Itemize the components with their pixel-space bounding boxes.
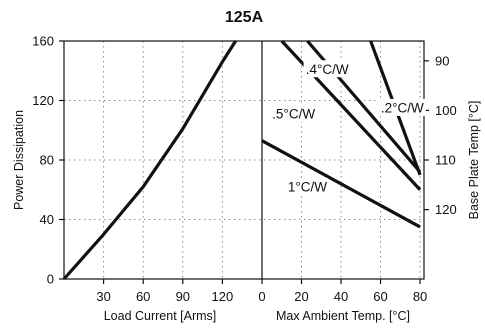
y-tick-label: 80 <box>40 153 54 168</box>
curve-label: .5°C/W <box>272 106 315 121</box>
chart-frame <box>59 40 429 284</box>
y-tick-label: 40 <box>40 212 54 227</box>
x-tick-label-right: 20 <box>294 289 308 304</box>
thermal-resistance-line <box>261 139 421 229</box>
curve-label: .2°C/W <box>381 100 424 115</box>
x-tick-label-right: 0 <box>258 289 265 304</box>
y-tick-label: 0 <box>47 272 54 287</box>
x-axis-title-left: Load Current [Arms] <box>104 309 217 323</box>
x-axis-title-right: Max Ambient Temp. [°C] <box>276 309 410 323</box>
x-tick-label-right: 80 <box>413 289 427 304</box>
curve-label-background <box>287 177 328 195</box>
grid <box>64 41 424 279</box>
curve-label-background <box>270 104 318 122</box>
curve-label: 1°C/W <box>288 179 327 194</box>
y2-tick-label: 100 <box>435 103 457 118</box>
y-tick-label: 120 <box>32 93 54 108</box>
chart-text: 1°C/W .5°C/W .4°C/W .2°C/W 0 40 80 120 160 30 60 90… <box>12 9 481 323</box>
y2-axis-title: Base Plate Temp [°C] <box>467 101 481 220</box>
y2-tick-label: 110 <box>435 153 456 168</box>
y2-tick-label: 90 <box>435 53 449 68</box>
curve-label: .4°C/W <box>306 62 349 77</box>
x-tick-label-left: 60 <box>136 289 150 304</box>
x-tick-label-left: 90 <box>176 289 190 304</box>
x-tick-label-right: 60 <box>373 289 387 304</box>
x-tick-label-right: 40 <box>334 289 348 304</box>
y2-tick-label: 120 <box>435 202 457 217</box>
curve-label-background <box>303 60 351 78</box>
curve-label-background <box>378 98 426 116</box>
x-tick-label-left: 120 <box>212 289 234 304</box>
y-tick-label: 160 <box>32 34 54 49</box>
x-tick-label-left: 30 <box>96 289 110 304</box>
curves <box>62 39 422 281</box>
y-axis-title: Power Dissipation <box>12 110 26 210</box>
load-current-curve <box>62 40 237 281</box>
chart-title: 125A <box>225 9 264 26</box>
